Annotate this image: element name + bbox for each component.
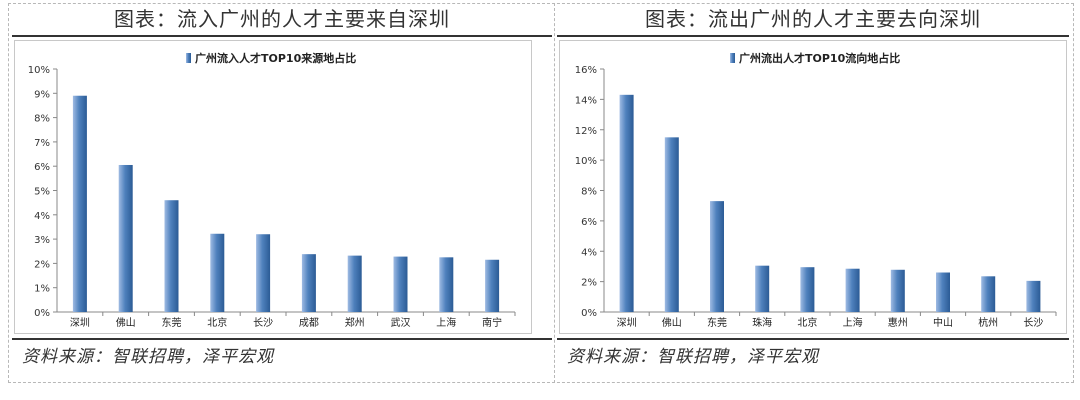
right-title-rule	[557, 35, 1069, 37]
y-tick-label: 8%	[34, 114, 50, 125]
y-tick-label: 8%	[581, 187, 597, 198]
legend-label: 广州流出人才TOP10流向地占比	[739, 51, 900, 65]
bar-武汉	[393, 256, 408, 312]
x-tick-label: 佛山	[116, 316, 136, 329]
bar-佛山	[118, 164, 133, 312]
legend-swatch	[186, 53, 191, 63]
bar-成都	[301, 254, 316, 312]
x-tick-label: 珠海	[752, 316, 772, 329]
y-tick-label: 0%	[581, 308, 597, 319]
x-tick-label: 佛山	[662, 316, 682, 329]
y-tick-label: 9%	[34, 89, 50, 100]
bar-上海	[845, 268, 860, 312]
left-chart-area: 广州流入人才TOP10来源地占比 0% 1% 2% 3% 4% 5% 6% 7% 8% 9% 10% 深…	[14, 40, 532, 334]
y-tick-label: 0%	[34, 308, 50, 319]
left-bar-chart: 广州流入人才TOP10来源地占比 0% 1% 2% 3% 4% 5% 6% 7% 8% 9% 10% 深…	[28, 51, 516, 329]
y-tick-label: 12%	[575, 126, 597, 137]
y-tick-label: 14%	[575, 95, 597, 106]
x-tick-label: 杭州	[978, 316, 998, 329]
x-tick-label: 郑州	[345, 316, 365, 329]
y-tick-label: 10%	[28, 65, 50, 76]
y-tick-label: 2%	[581, 278, 597, 289]
right-panel: 图表：流出广州的人才主要去向深圳 广州流出人才TOP10流向地占比 0% 2% 4% 6…	[557, 4, 1069, 382]
figure-frame	[8, 3, 1074, 383]
x-tick-label: 武汉	[391, 316, 411, 329]
legend-swatch	[730, 53, 735, 63]
right-panel-title: 图表：流出广州的人才主要去向深圳	[645, 7, 981, 31]
x-tick-label: 上海	[843, 316, 863, 329]
bar-长沙	[256, 234, 271, 312]
y-tick-label: 4%	[34, 211, 50, 222]
y-tick-label: 1%	[34, 284, 50, 295]
right-chart-area: 广州流出人才TOP10流向地占比 0% 2% 4% 6% 8% 10% 12% 14% 16% 深圳…	[559, 40, 1067, 334]
bar-东莞	[710, 201, 724, 312]
x-tick-label: 深圳	[617, 317, 637, 329]
y-tick-label: 6%	[34, 162, 50, 173]
bar-佛山	[664, 137, 679, 312]
y-tick-label: 2%	[34, 259, 50, 270]
bar-中山	[936, 272, 950, 312]
chart-legend: 广州流入人才TOP10来源地占比	[186, 51, 356, 65]
bar-深圳	[72, 95, 87, 312]
x-tick-label: 中山	[933, 316, 953, 329]
x-tick-label: 东莞	[707, 316, 727, 329]
bar-北京	[800, 267, 815, 312]
x-tick-label: 上海	[436, 316, 456, 329]
left-panel: 图表：流入广州的人才主要来自深圳 广州流入人才TOP10来源地占比 0% 1% 2% 3…	[12, 4, 552, 382]
bar-东莞	[164, 200, 179, 312]
right-source-rule	[557, 338, 1069, 340]
left-source-note: 资料来源：智联招聘，泽平宏观	[22, 347, 274, 367]
x-tick-label: 深圳	[70, 317, 90, 329]
bar-郑州	[347, 255, 362, 312]
bar-深圳	[619, 94, 634, 312]
right-source-note: 资料来源：智联招聘，泽平宏观	[567, 347, 819, 367]
y-tick-label: 5%	[34, 187, 50, 198]
x-tick-label: 长沙	[253, 317, 273, 329]
chart-legend: 广州流出人才TOP10流向地占比	[730, 51, 900, 65]
left-panel-title: 图表：流入广州的人才主要来自深圳	[114, 7, 450, 31]
y-tick-label: 3%	[34, 235, 50, 246]
x-tick-label: 成都	[299, 317, 319, 329]
x-tick-label: 东莞	[162, 316, 182, 329]
x-tick-label: 北京	[207, 316, 227, 329]
bar-南宁	[485, 259, 500, 312]
bar-珠海	[755, 265, 770, 312]
y-tick-label: 6%	[581, 217, 597, 228]
y-tick-label: 4%	[581, 247, 597, 258]
bar-北京	[210, 233, 225, 312]
x-tick-label: 惠州	[888, 316, 908, 329]
bar-惠州	[890, 269, 905, 312]
y-tick-label: 7%	[34, 138, 50, 149]
panel-divider	[554, 3, 555, 383]
bar-杭州	[981, 276, 996, 312]
bar-长沙	[1026, 280, 1041, 312]
bar-上海	[439, 257, 454, 312]
x-tick-label: 南宁	[482, 316, 502, 329]
y-tick-label: 16%	[575, 65, 597, 76]
right-bar-chart: 广州流出人才TOP10流向地占比 0% 2% 4% 6% 8% 10% 12% 14% 16% 深圳…	[575, 51, 1057, 329]
y-tick-label: 10%	[575, 156, 597, 167]
x-tick-label: 北京	[797, 316, 817, 329]
legend-label: 广州流入人才TOP10来源地占比	[195, 51, 356, 65]
left-title-rule	[12, 35, 552, 37]
left-source-rule	[12, 338, 552, 340]
x-tick-label: 长沙	[1023, 317, 1043, 329]
